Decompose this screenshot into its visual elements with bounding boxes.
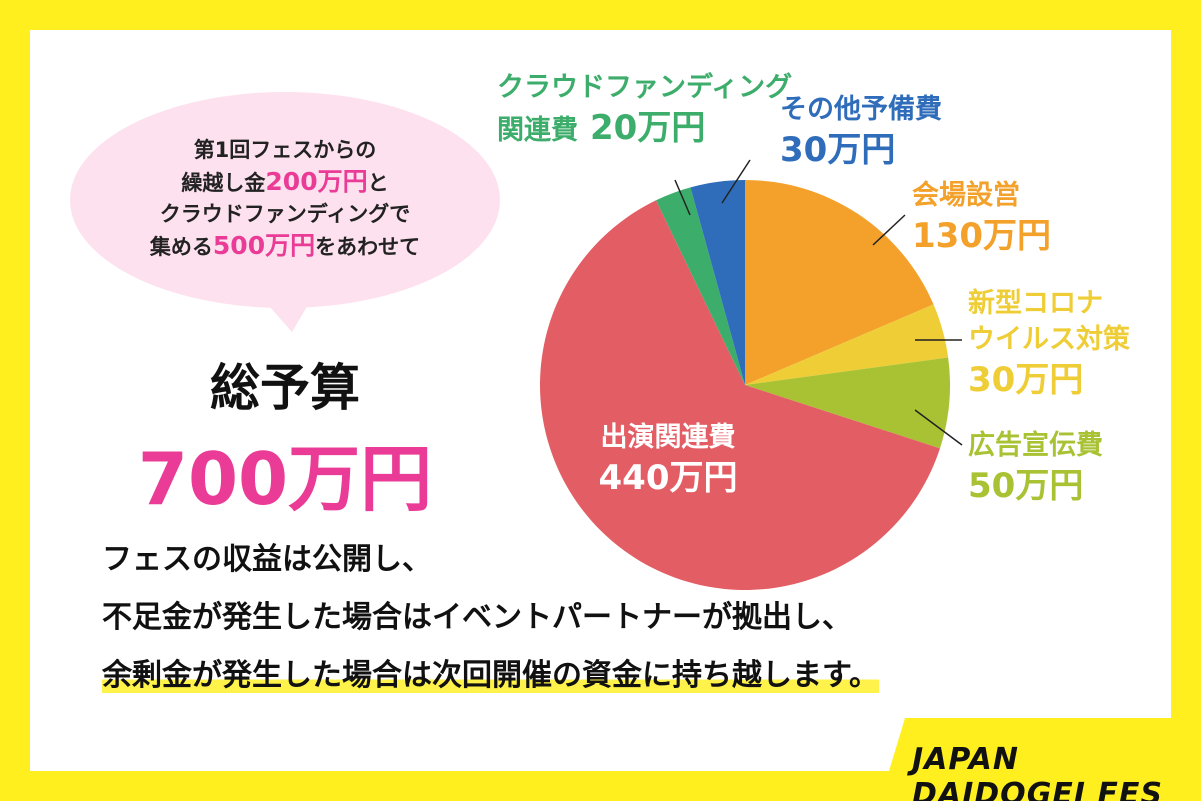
leader-lines — [674, 159, 963, 446]
bubble-line: 集める500万円をあわせて — [90, 230, 480, 263]
note-line: 不足金が発生した場合はイベントパートナーが拠出し、 — [102, 596, 879, 654]
value-label: 30万円 — [780, 130, 896, 170]
pie-slice — [690, 180, 745, 385]
note-text: 余剰金が発生した場合は次回開催の資金に持ち越します。 — [102, 658, 879, 693]
category-label: 広告宣伝費 — [968, 430, 1103, 461]
value-label: 50万円 — [968, 466, 1084, 506]
leader-line — [914, 409, 963, 446]
bubble-text: 200万円 — [265, 167, 368, 196]
leader-line — [674, 179, 691, 216]
value-label: 130万円 — [912, 216, 1051, 256]
bubble-line: 第1回フェスからの — [90, 135, 480, 166]
pie — [540, 180, 950, 590]
value-label: 20万円 — [590, 108, 706, 148]
bubble-text: 集める — [149, 235, 213, 259]
total-label: 総予算 — [210, 359, 360, 417]
pie-slice — [745, 304, 949, 385]
bubble-text: クラウドファンディングで — [159, 202, 411, 226]
pie-slice — [656, 187, 745, 385]
category-label: 出演関連費 — [600, 422, 736, 453]
bubble-text: 500万円 — [212, 231, 316, 260]
logo: JAPAN DAIDOGEI FES — [912, 742, 1164, 801]
leader-line — [872, 214, 906, 246]
category-label: 会場設営 — [912, 180, 1020, 211]
logo-tab — [880, 718, 1201, 801]
pie-slice — [745, 357, 950, 449]
slice-label: 広告宣伝費 50万円 — [968, 428, 1103, 508]
bubble-line: 繰越し金200万円と — [90, 166, 480, 199]
category-label: クラウドファンディング 関連費 — [497, 72, 793, 146]
slice-label: 新型コロナ ウイルス対策 30万円 — [968, 286, 1130, 402]
bubble-tail — [262, 298, 312, 332]
bubble-text: 繰越し金 — [181, 171, 266, 195]
value-label: 30万円 — [968, 360, 1084, 400]
slice-label: その他予備費 30万円 — [780, 92, 942, 172]
pie-slice — [745, 180, 934, 385]
pie-slice — [540, 200, 940, 590]
category-label: 新型コロナ ウイルス対策 — [968, 288, 1130, 355]
bubble-text: をあわせて — [315, 235, 421, 259]
speech-bubble — [70, 92, 500, 308]
slice-label: 出演関連費 440万円 — [598, 420, 738, 500]
category-label: その他予備費 — [780, 94, 942, 125]
note-text: 不足金が発生した場合はイベントパートナーが拠出し、 — [102, 600, 852, 635]
notes: フェスの収益は公開し、不足金が発生した場合はイベントパートナーが拠出し、 余剰金が… — [102, 538, 879, 712]
bubble-text: 第1回フェスからの — [193, 138, 377, 162]
bubble-text: 第1回フェスからの繰越し金200万円とクラウドファンディングで集める500万円を… — [90, 135, 480, 263]
total-value: 700万円 — [137, 437, 433, 521]
note-line: 余剰金が発生した場合は次回開催の資金に持ち越します。 — [102, 654, 879, 712]
leader-line — [721, 159, 751, 204]
slice-label: クラウドファンディング 関連費 20万円 — [497, 70, 792, 150]
bubble-line: クラウドファンディングで — [90, 199, 480, 230]
note-line: フェスの収益は公開し、 — [102, 538, 879, 596]
slice-label: 会場設営 130万円 — [912, 178, 1051, 258]
note-text: フェスの収益は公開し、 — [102, 542, 432, 577]
bubble-text: と — [367, 171, 389, 195]
value-label: 440万円 — [598, 458, 738, 498]
